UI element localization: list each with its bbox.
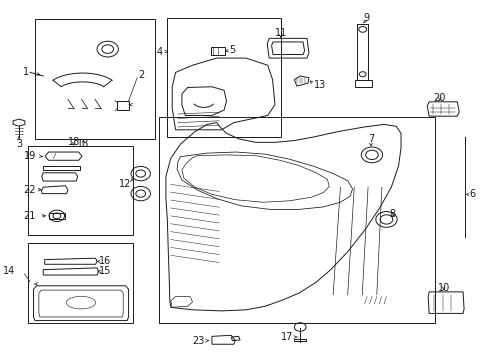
Text: 4: 4 — [156, 46, 162, 57]
Text: 1: 1 — [23, 67, 29, 77]
Text: 16: 16 — [99, 256, 111, 266]
Text: 5: 5 — [228, 45, 235, 55]
Text: 13: 13 — [313, 80, 325, 90]
Text: 18: 18 — [67, 137, 80, 147]
Text: 18: 18 — [77, 139, 89, 149]
Text: 21: 21 — [23, 211, 36, 221]
Text: 19: 19 — [23, 151, 36, 161]
Bar — [35, 19, 155, 139]
Text: 12: 12 — [119, 179, 131, 189]
Text: 20: 20 — [433, 93, 445, 103]
Text: 15: 15 — [99, 266, 111, 276]
Text: 9: 9 — [362, 13, 368, 23]
Text: 17: 17 — [280, 332, 292, 342]
Text: 23: 23 — [191, 336, 204, 346]
Text: 7: 7 — [367, 134, 373, 144]
Bar — [28, 243, 133, 323]
Text: 6: 6 — [468, 189, 474, 199]
Bar — [28, 146, 133, 234]
Text: 11: 11 — [274, 28, 286, 38]
Text: 2: 2 — [138, 70, 144, 80]
Text: 22: 22 — [23, 185, 36, 195]
Bar — [166, 18, 280, 137]
Bar — [158, 117, 434, 323]
Text: 3: 3 — [16, 139, 22, 149]
Text: 10: 10 — [437, 283, 449, 293]
Text: 8: 8 — [388, 209, 394, 219]
Text: 14: 14 — [3, 266, 16, 276]
